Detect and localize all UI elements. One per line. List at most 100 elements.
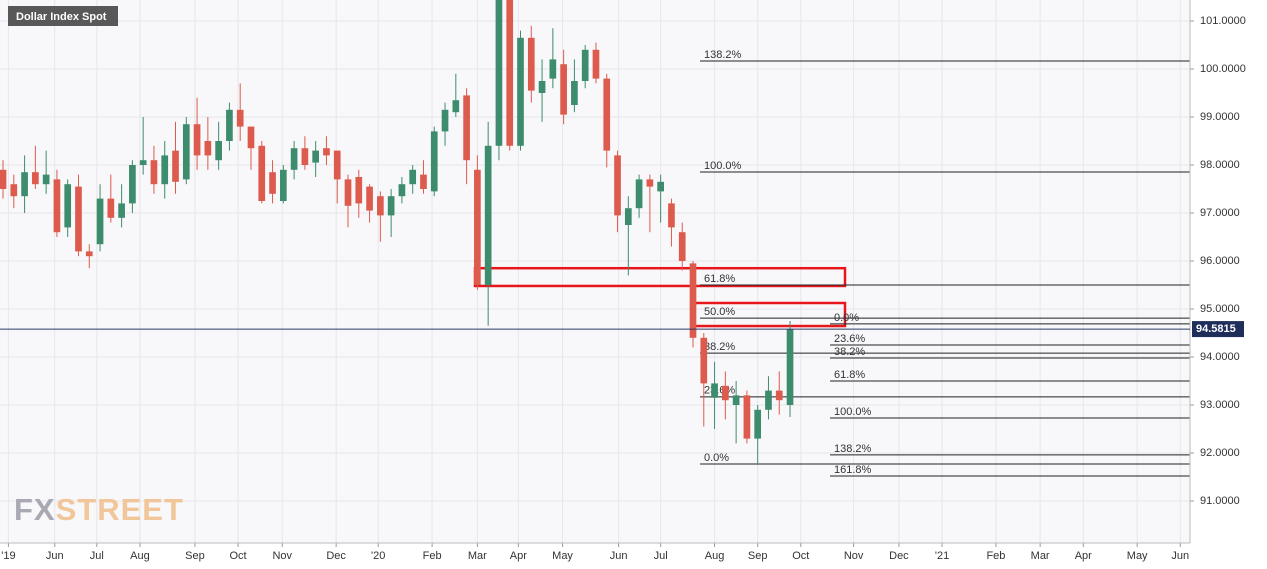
x-tick-label: Jun [46,550,64,562]
candle-body [150,160,158,185]
candle-body [474,169,481,285]
candle-body [182,124,190,180]
candle-body [139,160,147,165]
candle-body [32,172,39,185]
y-tick-label: 92.0000 [1200,447,1240,459]
candle-body [53,179,61,233]
fib-label: 0.0% [704,452,729,464]
candle-body [269,172,276,194]
candle-body [420,174,427,189]
grid [0,0,1190,543]
candle-body [85,251,93,257]
chart-title: Dollar Index Spot [16,11,107,23]
x-tick-label: Apr [1075,550,1092,562]
candle-body [75,186,82,252]
candle-body [754,409,762,439]
candle-body [581,49,589,81]
candle-body [700,337,708,384]
candle-body [538,81,546,93]
axes: 91.0000 92.0000 93.0000 94.0000 95.0000 96.00… [0,0,1246,562]
candle-body [344,179,352,206]
candle-body [366,186,373,211]
last-price-label: 94.5815 [1196,323,1236,335]
candle-body [484,145,492,285]
x-tick-label: Jun [610,550,628,562]
candle-body [247,126,255,149]
x-tick-label: Oct [792,550,809,562]
candle-body [107,198,115,218]
annotations: 138.2% 100.0% 61.8% 50.0% 38.2% 23.6% 0.0% 0.0%… [473,49,1190,477]
candle-body [732,395,740,405]
fib-label: 23.6% [834,333,865,345]
fib-label: 61.8% [834,369,865,381]
watermark: FXSTREET [14,492,184,527]
candle-body [765,390,772,410]
candle-body [711,383,718,398]
fib-label: 0.0% [834,312,859,324]
candle-body [775,390,783,401]
fib-label: 61.8% [704,273,735,285]
x-tick-label: Nov [844,550,864,562]
last-price-box [1192,321,1244,338]
candle-body [118,203,125,218]
candle-body [721,385,729,401]
candle-body [603,78,611,151]
x-tick-label: Jun [1171,550,1189,562]
x-tick-label: '21 [935,550,949,562]
candle-body [743,395,751,439]
candle-body [193,124,201,156]
fib-label: 100.0% [834,406,872,418]
x-tick-label: Mar [468,550,487,562]
candle-body [236,109,244,127]
fib-label: 138.2% [704,49,742,61]
x-tick-label: Aug [130,550,150,562]
x-tick-label: Oct [229,550,246,562]
candles [0,0,794,465]
x-tick-label: Jul [90,550,104,562]
candle-body [527,37,535,91]
fib-label: 38.2% [704,341,735,353]
candle-body [646,179,654,187]
x-tick-label: Dec [326,550,346,562]
x-tick-label: Aug [705,550,725,562]
fib-label: 50.0% [704,306,735,318]
plot-background [0,0,1190,543]
candle-body [635,179,643,209]
y-tick-label: 91.0000 [1200,495,1240,507]
x-tick-label: May [552,550,573,562]
candle-body [42,174,50,185]
candle-body [96,198,104,245]
candle-body [21,172,28,197]
x-tick-label: Dec [889,550,909,562]
x-tick-label: '20 [371,550,385,562]
candle-body [333,150,341,180]
candle-body [398,184,406,197]
candle-body [387,196,395,216]
y-tick-label: 94.0000 [1200,351,1240,363]
fib-label: 23.6% [704,385,735,397]
candle-body [786,329,794,405]
watermark-suffix: STREET [56,492,184,527]
candle-body [204,141,212,156]
candle-body [377,196,384,216]
y-tick-label: 98.0000 [1200,159,1240,171]
candle-body [463,95,470,161]
candle-body [571,81,578,105]
x-tick-label: Nov [272,550,292,562]
x-tick-label: Sep [748,550,768,562]
candle-body [506,0,514,146]
candle-body [279,169,287,201]
candle-body [441,109,449,132]
candle-body [495,0,503,146]
y-tick-label: 97.0000 [1200,207,1240,219]
candle-body [657,181,664,192]
candle-body [624,208,632,225]
candle-body [323,148,330,156]
candle-body [10,184,18,197]
candle-body [452,100,460,113]
candle-body [409,169,417,185]
candle-body [226,109,233,141]
y-tick-label: 95.0000 [1200,303,1240,315]
x-tick-label: May [1127,550,1148,562]
